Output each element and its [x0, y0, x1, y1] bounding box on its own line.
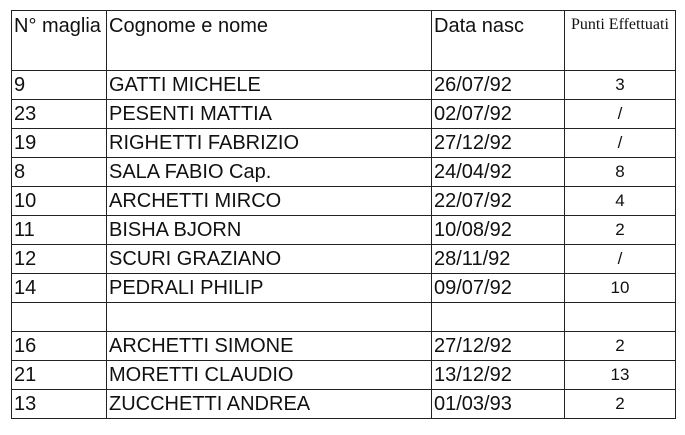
cell-points: 3 [564, 70, 676, 100]
cell-birth: 13/12/92 [431, 360, 565, 390]
table-row: 12 SCURI GRAZIANO 28/11/92/ [11, 244, 676, 274]
cell-number: 12 [11, 244, 107, 274]
cell-points: 13 [564, 360, 676, 390]
cell-birth: 01/03/93 [431, 389, 565, 419]
cell-name: SALA FABIO Cap. [106, 157, 432, 187]
cell-number: 13 [11, 389, 107, 419]
cell-number: 11 [11, 215, 107, 245]
cell-name: RIGHETTI FABRIZIO [106, 128, 432, 158]
cell-number: 23 [11, 99, 107, 129]
table-row: 21 MORETTI CLAUDIO 13/12/92 13 [11, 360, 676, 390]
cell-number: 21 [11, 360, 107, 390]
header-points: Punti Effettuati [564, 10, 676, 71]
cell-name [106, 302, 432, 332]
table-row: 11 BISHA BJORN 10/08/92 2 [11, 215, 676, 245]
cell-name: ZUCCHETTI ANDREA [106, 389, 432, 419]
cell-birth: 24/04/92 [431, 157, 565, 187]
cell-number: 14 [11, 273, 107, 303]
cell-birth: 28/11/92 [431, 244, 565, 274]
cell-number: 9 [11, 70, 107, 100]
cell-number: 16 [11, 331, 107, 361]
cell-name: SCURI GRAZIANO [106, 244, 432, 274]
roster-table: N° maglia Cognome e nome Data nasc Punti… [11, 10, 676, 419]
table-row: 14 PEDRALI PHILIP 09/07/92 10 [11, 273, 676, 303]
cell-birth: 27/12/92 [431, 128, 565, 158]
table-row: 10 ARCHETTI MIRCO 22/07/92 4 [11, 186, 676, 216]
cell-birth: 26/07/92 [431, 70, 565, 100]
cell-birth: 09/07/92 [431, 273, 565, 303]
cell-number: 19 [11, 128, 107, 158]
cell-name: MORETTI CLAUDIO [106, 360, 432, 390]
header-number: N° maglia [11, 10, 107, 71]
table-row [11, 302, 676, 332]
cell-points: / [564, 99, 676, 129]
cell-birth [431, 302, 565, 332]
cell-points: 2 [564, 331, 676, 361]
table-row: 16 ARCHETTI SIMONE 27/12/92 2 [11, 331, 676, 361]
cell-points: 4 [564, 186, 676, 216]
cell-points: 2 [564, 215, 676, 245]
table-row: 13 ZUCCHETTI ANDREA 01/03/93 2 [11, 389, 676, 419]
cell-number: 8 [11, 157, 107, 187]
table-row: 23 PESENTI MATTIA 02/07/92/ [11, 99, 676, 129]
cell-points [564, 302, 676, 332]
cell-name: BISHA BJORN [106, 215, 432, 245]
cell-birth: 02/07/92 [431, 99, 565, 129]
cell-birth: 22/07/92 [431, 186, 565, 216]
cell-points: / [564, 244, 676, 274]
header-birth: Data nasc [431, 10, 565, 71]
table-row: 19 RIGHETTI FABRIZIO 27/12/92/ [11, 128, 676, 158]
cell-number: 10 [11, 186, 107, 216]
cell-name: ARCHETTI MIRCO [106, 186, 432, 216]
header-name: Cognome e nome [106, 10, 432, 71]
cell-points: 10 [564, 273, 676, 303]
table-row: 9 GATTI MICHELE 26/07/92 3 [11, 70, 676, 100]
cell-points: / [564, 128, 676, 158]
cell-number [11, 302, 107, 332]
cell-name: ARCHETTI SIMONE [106, 331, 432, 361]
header-row: N° maglia Cognome e nome Data nasc Punti… [11, 10, 676, 71]
cell-birth: 27/12/92 [431, 331, 565, 361]
cell-birth: 10/08/92 [431, 215, 565, 245]
table-row: 8 SALA FABIO Cap. 24/04/92 8 [11, 157, 676, 187]
cell-name: GATTI MICHELE [106, 70, 432, 100]
cell-name: PESENTI MATTIA [106, 99, 432, 129]
cell-name: PEDRALI PHILIP [106, 273, 432, 303]
cell-points: 8 [564, 157, 676, 187]
cell-points: 2 [564, 389, 676, 419]
